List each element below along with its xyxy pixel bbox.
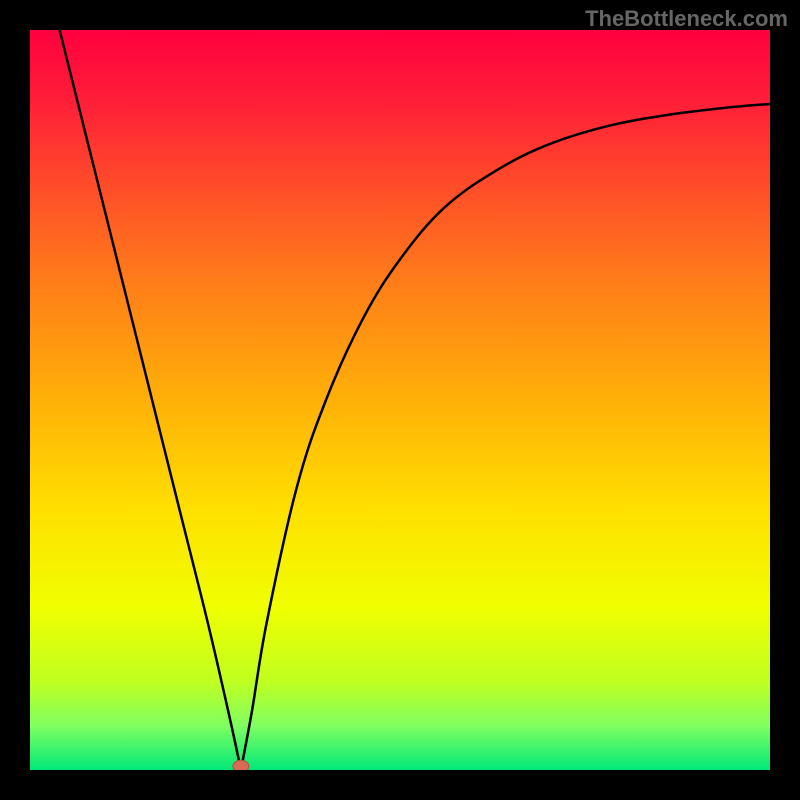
chart-container: TheBottleneck.com	[0, 0, 800, 800]
watermark-text: TheBottleneck.com	[585, 6, 788, 32]
plot-area	[30, 30, 770, 770]
